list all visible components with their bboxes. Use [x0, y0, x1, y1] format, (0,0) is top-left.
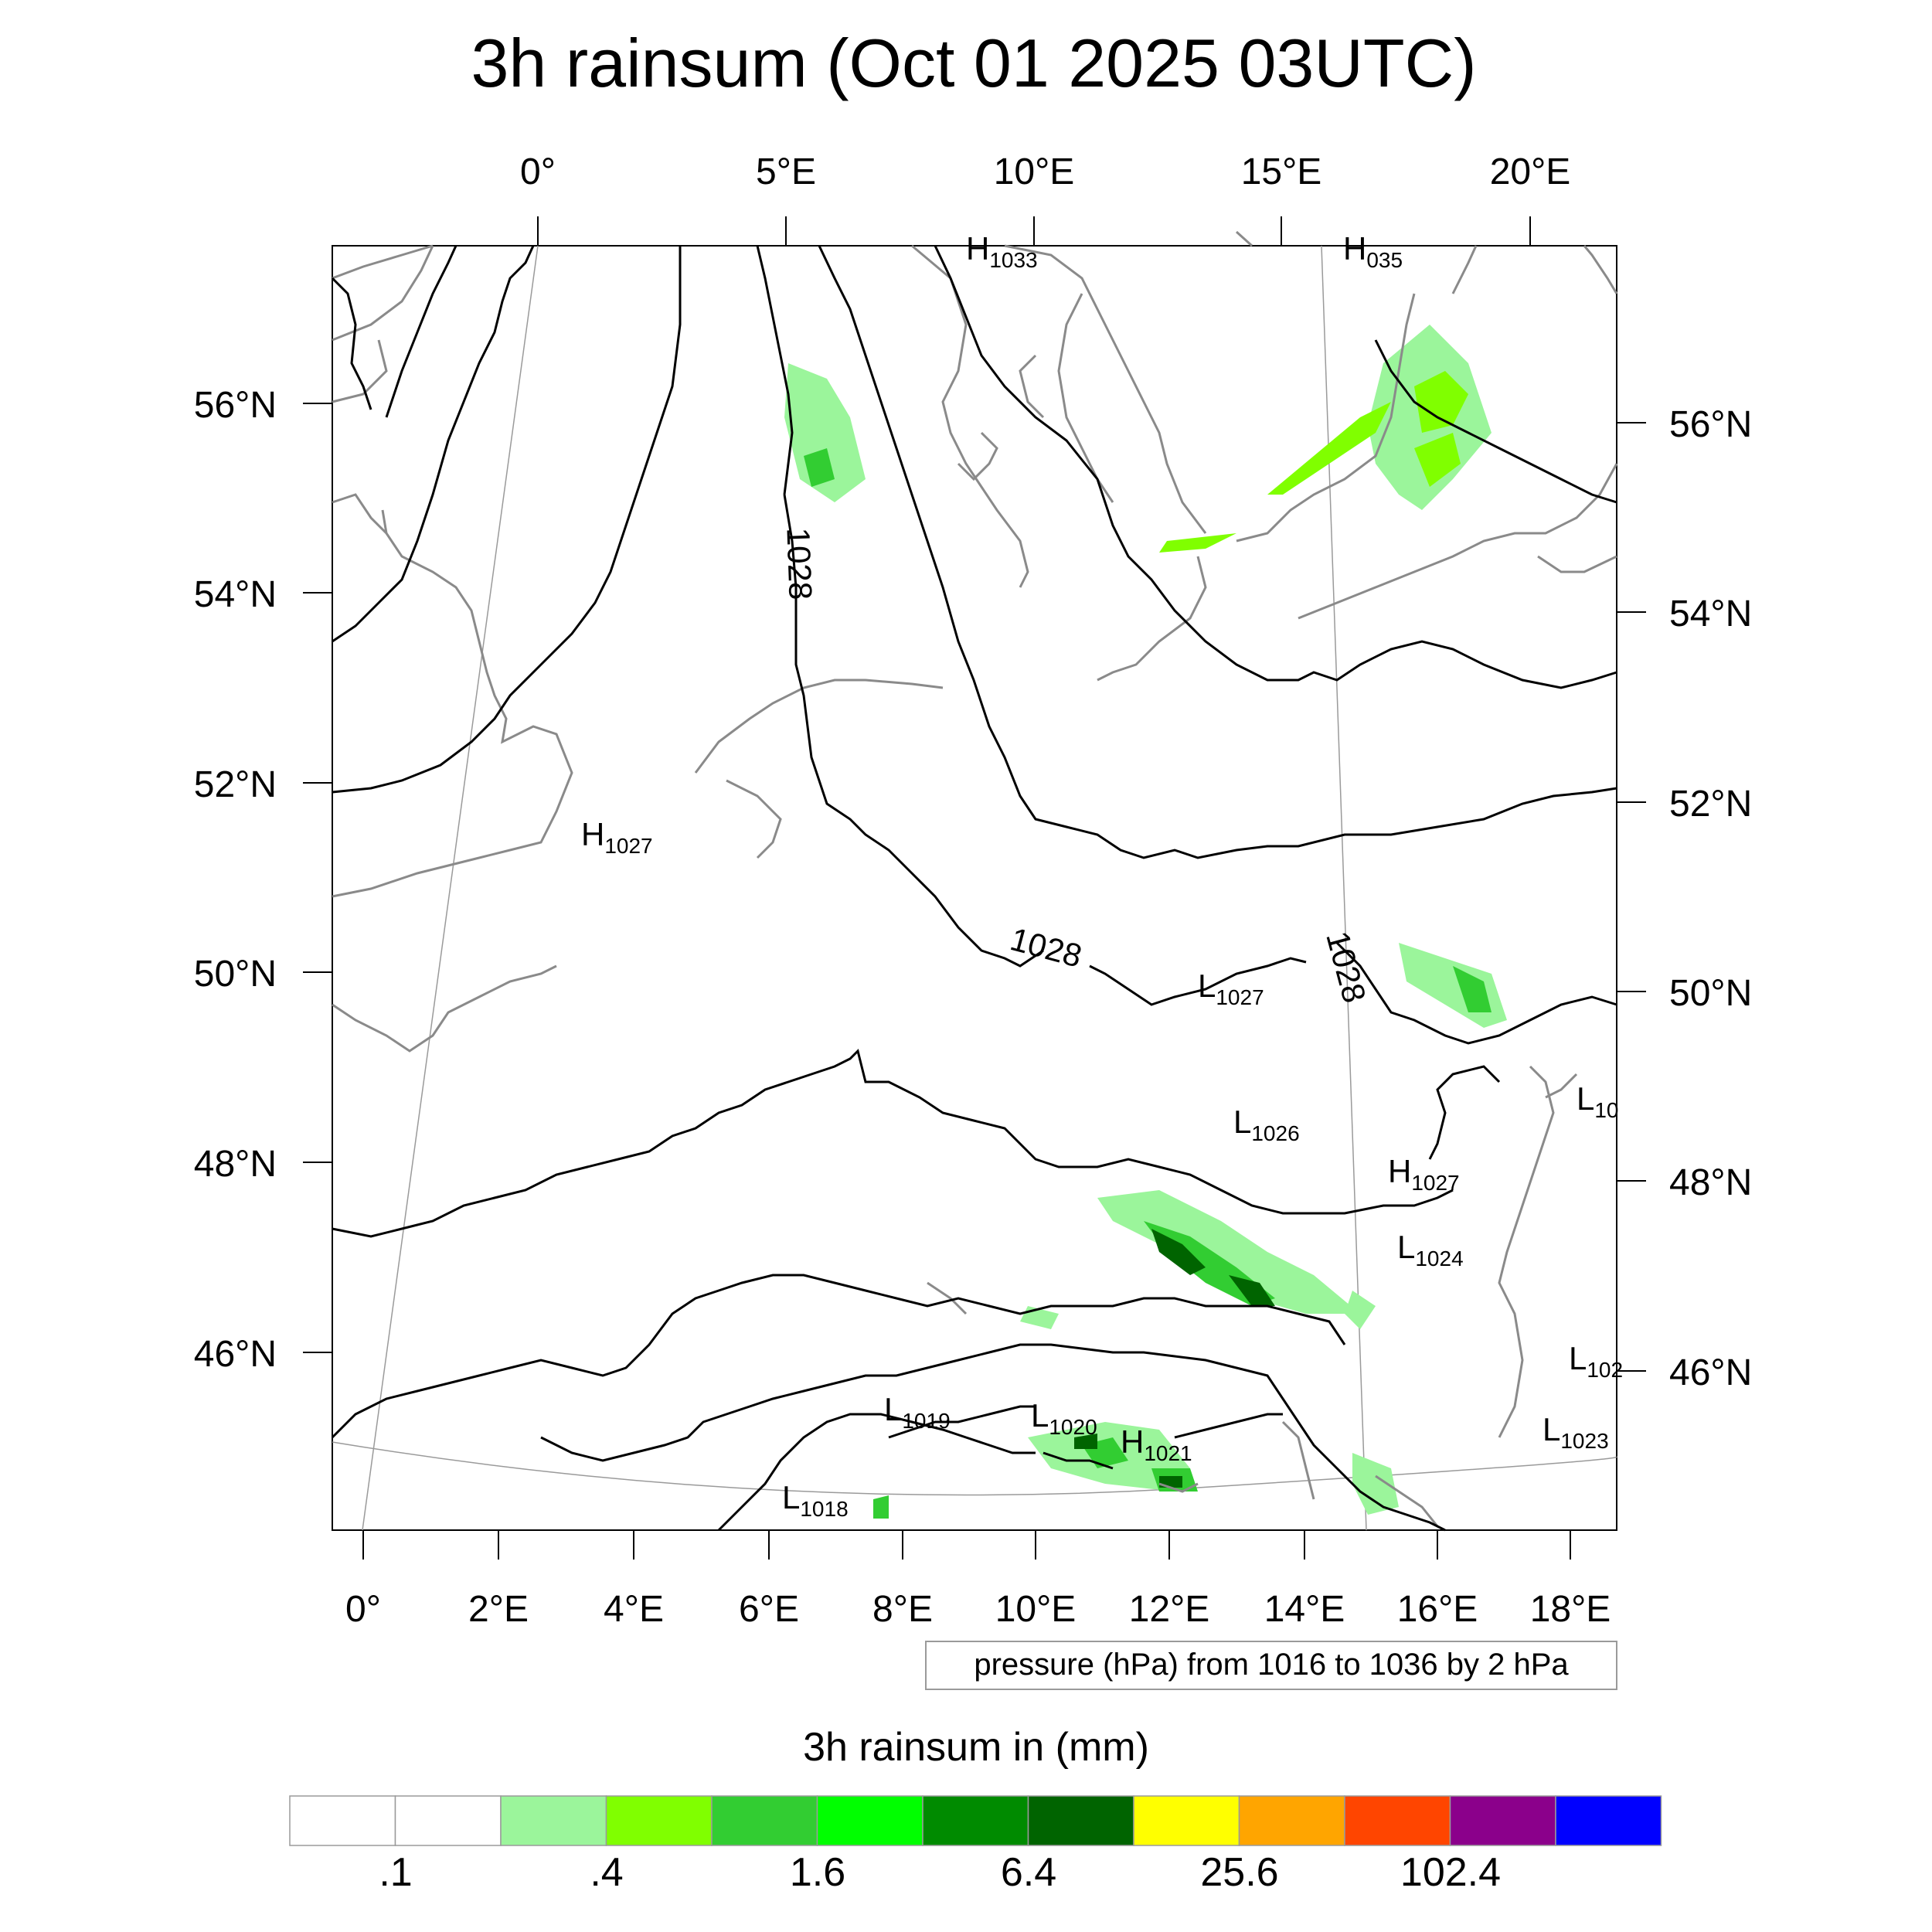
- pressure-center-label: L10: [1577, 1080, 1619, 1122]
- pressure-center-label: H035: [1343, 230, 1403, 272]
- top-lon-label: 5°E: [756, 151, 816, 192]
- pressure-center-label: L1023: [1543, 1411, 1609, 1453]
- left-latitude-axis: 56°N 54°N 52°N 50°N 48°N 46°N: [194, 385, 332, 1375]
- colorbar-cell: [605, 1795, 713, 1846]
- map-area: 1028 1028 1028 H1033 H035 H1027 L1027 L1…: [331, 230, 1623, 1532]
- bottom-lon-label: 6°E: [739, 1589, 799, 1630]
- bottom-longitude-axis: 0° 2°E 4°E 6°E 8°E 10°E 12°E 14°E 16°E 1…: [345, 1530, 1611, 1630]
- top-longitude-axis: 0° 5°E 10°E 15°E 20°E: [520, 151, 1570, 246]
- colorbar: 3h rainsum in (mm) .1 .4 1.6 6.4 25.6 10…: [289, 1725, 1662, 1895]
- colorbar-cell: [1238, 1795, 1345, 1846]
- right-lat-label: 50°N: [1669, 973, 1752, 1014]
- colorbar-cell: [922, 1795, 1029, 1846]
- bottom-lon-label: 8°E: [872, 1589, 933, 1630]
- rain-yellowgreen: [1159, 371, 1468, 553]
- contour-info-box: pressure (hPa) from 1016 to 1036 by 2 hP…: [925, 1641, 1617, 1690]
- colorbar-tick-label: 1.6: [790, 1850, 845, 1895]
- contour-info-text: pressure (hPa) from 1016 to 1036 by 2 hP…: [974, 1648, 1569, 1682]
- right-lat-label: 52°N: [1669, 784, 1752, 825]
- colorbar-cell: [1027, 1795, 1134, 1846]
- left-lat-label: 48°N: [194, 1144, 277, 1185]
- right-lat-label: 46°N: [1669, 1352, 1752, 1393]
- left-lat-label: 54°N: [194, 574, 277, 615]
- colorbar-cell: [289, 1795, 396, 1846]
- bottom-lon-label: 10°E: [995, 1589, 1077, 1630]
- pressure-center-label: H1027: [581, 816, 653, 858]
- pressure-center-label: H1033: [966, 230, 1038, 272]
- colorbar-tick-label: .1: [379, 1850, 412, 1895]
- colorbar-cells: [289, 1795, 1662, 1846]
- pressure-centers: H1033 H035 H1027 L1027 L1026 H1027 L1024…: [581, 230, 1623, 1521]
- right-lat-label: 54°N: [1669, 594, 1752, 634]
- map-title: 3h rainsum (Oct 01 2025 03UTC): [471, 25, 1476, 101]
- pressure-center-label: L1019: [884, 1391, 951, 1433]
- pressure-center-label: L1026: [1233, 1104, 1300, 1145]
- contour-label: 1028: [780, 527, 818, 600]
- right-lat-label: 48°N: [1669, 1162, 1752, 1203]
- colorbar-cell: [1449, 1795, 1556, 1846]
- isobars: [331, 245, 1617, 1532]
- pressure-center-label: L1024: [1397, 1229, 1464, 1270]
- bottom-lon-label: 12°E: [1129, 1589, 1210, 1630]
- colorbar-tick-label: 102.4: [1400, 1850, 1501, 1895]
- bottom-lon-label: 2°E: [468, 1589, 529, 1630]
- top-lon-label: 20°E: [1490, 151, 1571, 192]
- pressure-center-label: L1018: [782, 1479, 849, 1521]
- right-latitude-axis: 56°N 54°N 52°N 50°N 48°N 46°N: [1617, 404, 1752, 1393]
- colorbar-cell: [500, 1795, 607, 1846]
- bottom-lon-label: 14°E: [1264, 1589, 1345, 1630]
- top-lon-label: 10°E: [994, 151, 1075, 192]
- pressure-center-label: L102: [1569, 1340, 1623, 1382]
- colorbar-tick-label: 25.6: [1200, 1850, 1278, 1895]
- colorbar-cell: [1133, 1795, 1240, 1846]
- pressure-center-label: H1027: [1388, 1153, 1460, 1195]
- bottom-lon-label: 16°E: [1397, 1589, 1478, 1630]
- left-lat-label: 56°N: [194, 385, 277, 426]
- left-lat-label: 50°N: [194, 954, 277, 995]
- bottom-lon-label: 0°: [345, 1589, 381, 1630]
- right-lat-label: 56°N: [1669, 404, 1752, 445]
- pressure-center-label: L1027: [1198, 968, 1264, 1009]
- pressure-center-label: H1021: [1121, 1423, 1192, 1465]
- colorbar-cell: [816, 1795, 923, 1846]
- colorbar-cell: [711, 1795, 818, 1846]
- pressure-center-label: L1020: [1031, 1397, 1097, 1439]
- top-lon-label: 15°E: [1241, 151, 1322, 192]
- bottom-lon-label: 18°E: [1530, 1589, 1611, 1630]
- colorbar-title: 3h rainsum in (mm): [803, 1725, 1149, 1770]
- colorbar-cell: [394, 1795, 502, 1846]
- colorbar-cell: [1555, 1795, 1662, 1846]
- colorbar-tick-label: .4: [590, 1850, 623, 1895]
- top-lon-label: 0°: [520, 151, 556, 192]
- colorbar-cell: [1344, 1795, 1451, 1846]
- bottom-lon-label: 4°E: [604, 1589, 664, 1630]
- colorbar-tick-label: 6.4: [1001, 1850, 1056, 1895]
- left-lat-label: 46°N: [194, 1334, 277, 1375]
- left-lat-label: 52°N: [194, 764, 277, 805]
- coastlines: [332, 230, 1618, 1527]
